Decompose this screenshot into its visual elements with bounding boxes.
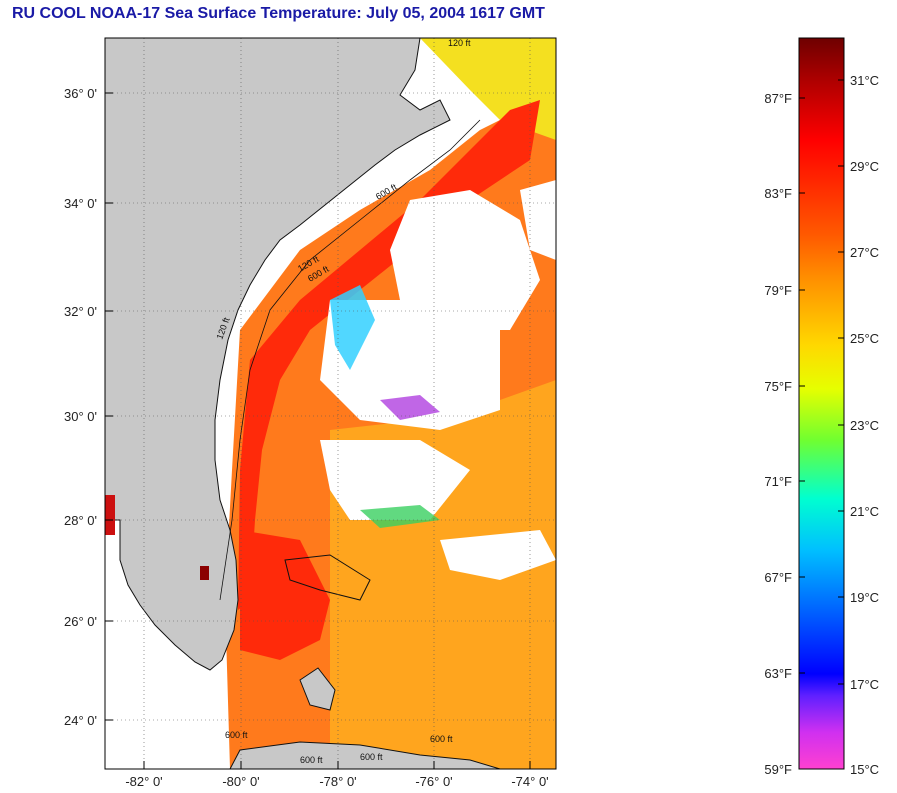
land-bahamas	[299, 667, 336, 711]
sst-orange-offshore	[330, 380, 556, 769]
lon-label: -82° 0'	[125, 774, 162, 789]
cloud-patch	[440, 530, 556, 580]
lat-label: 32° 0'	[64, 304, 97, 319]
lon-label: -80° 0'	[222, 774, 259, 789]
contour-label: 600 ft	[300, 755, 323, 765]
contour-label: 120 ft	[448, 38, 471, 48]
gulf-stream	[238, 100, 540, 610]
map-title: RU COOL NOAA-17 Sea Surface Temperature:…	[12, 5, 545, 22]
land-bahamas	[284, 554, 371, 601]
lat-label: 24° 0'	[64, 713, 97, 728]
gulf-sst-strip	[105, 495, 115, 535]
land-us-coast	[105, 38, 451, 671]
contour-label: 600 ft	[430, 734, 453, 744]
cold-anomaly	[330, 285, 375, 370]
contour-label: 600 ft	[225, 730, 248, 740]
lat-label: 26° 0'	[64, 614, 97, 629]
map-frame	[104, 37, 557, 770]
cold-anomaly	[380, 395, 440, 420]
cloud-patch	[320, 440, 470, 520]
lake-okeechobee	[200, 566, 209, 580]
axis-ticks	[105, 92, 531, 769]
lat-label: 28° 0'	[64, 513, 97, 528]
lon-label: -78° 0'	[319, 774, 356, 789]
lon-label: -76° 0'	[415, 774, 452, 789]
bathymetry-contour	[219, 119, 481, 601]
cloud-patch	[520, 180, 556, 260]
lat-label: 34° 0'	[64, 196, 97, 211]
cold-anomaly	[360, 505, 440, 528]
land-cuba	[229, 741, 501, 769]
lat-label: 30° 0'	[64, 409, 97, 424]
lat-label: 36° 0'	[64, 86, 97, 101]
contour-label: 600 ft	[360, 752, 383, 762]
lon-label: -74° 0'	[511, 774, 548, 789]
cloud-patch	[390, 190, 540, 330]
gulf-stream-south	[240, 530, 330, 660]
